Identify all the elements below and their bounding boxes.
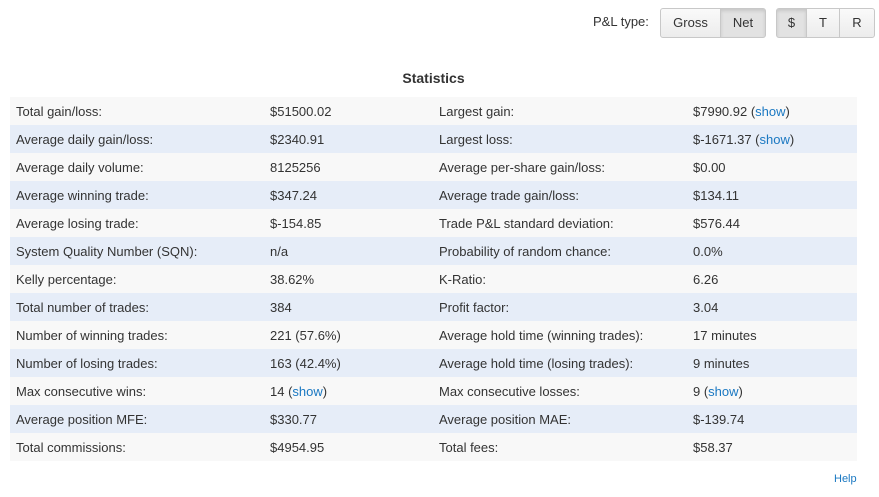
show-link[interactable]: show <box>708 383 739 399</box>
show-link[interactable]: show <box>755 103 786 119</box>
stat-value: 384 <box>270 299 292 315</box>
stat-label: Total gain/loss: <box>16 103 102 119</box>
stat-label: System Quality Number (SQN): <box>16 243 198 259</box>
stat-value: $7990.92 (show) <box>687 97 857 125</box>
unit-button[interactable]: $ <box>776 8 807 38</box>
stat-value: $-139.74 <box>693 411 745 427</box>
title: Statistics <box>402 70 465 86</box>
pnl-type-label: P&L type: <box>593 14 649 29</box>
value-text: ) <box>738 383 743 399</box>
stat-label: Largest gain: <box>439 103 515 119</box>
value-text: $7990.92 ( <box>693 103 756 119</box>
value-text: ) <box>785 103 790 119</box>
unit-button[interactable]: R <box>839 8 875 38</box>
pnl-type-button[interactable]: Gross <box>660 8 721 38</box>
value-text: ) <box>322 383 328 399</box>
stat-value: 6.26 <box>693 271 719 287</box>
stat-label: Number of winning trades: <box>16 327 168 343</box>
stat-label: Total fees: <box>439 439 499 455</box>
stat-label: Average per-share gain/loss: <box>439 159 605 175</box>
stat-row: Number of winning trades: 221 (57.6%) Aver… <box>10 321 857 349</box>
stat-value: $576.44 <box>693 215 740 231</box>
value-text: 14 ( <box>270 383 293 399</box>
stat-label: Probability of random chance: <box>439 243 611 259</box>
stat-value: 8125256 <box>270 159 321 175</box>
stat-label: Profit factor: <box>439 299 510 315</box>
value-text: $-1671.37 ( <box>693 131 760 147</box>
pnl-type-button[interactable]: Net <box>720 8 766 38</box>
stat-value: 17 minutes <box>693 327 757 343</box>
stat-label: Max consecutive wins: <box>16 383 147 399</box>
stat-label: Average daily gain/loss: <box>16 131 154 147</box>
unit-group: $ T R <box>776 8 875 38</box>
stat-label: Total commissions: <box>16 439 126 455</box>
stat-label: Total number of trades: <box>16 299 149 315</box>
stat-row: Total gain/loss: $51500.02 Largest gain: $7… <box>10 97 857 125</box>
stat-label: Average daily volume: <box>16 159 144 175</box>
stat-value: $51500.02 <box>270 103 332 119</box>
stat-value: n/a <box>270 243 289 259</box>
stat-label: Average hold time (losing trades): <box>439 355 634 371</box>
unit-button[interactable]: T <box>806 8 840 38</box>
stat-value: $58.37 <box>693 439 733 455</box>
stat-label: Max consecutive losses: <box>439 383 580 399</box>
stat-label: Number of losing trades: <box>16 355 158 371</box>
stat-value: 0.0% <box>693 243 723 259</box>
stat-label: K-Ratio: <box>439 271 486 287</box>
stat-value: 221 (57.6%) <box>270 327 341 343</box>
stat-label: Average trade gain/loss: <box>439 187 579 203</box>
statistics-table: Total gain/loss: $51500.02 Largest gain: $7… <box>10 97 857 461</box>
value-text: ) <box>789 131 795 147</box>
stat-row: Number of losing trades: 163 (42.4%) Avera… <box>10 349 857 377</box>
stat-row: Max consecutive wins: 14 (show) Max consec… <box>10 377 857 405</box>
stat-label: Average position MAE: <box>439 411 571 427</box>
stat-label: Average hold time (winning trades): <box>439 327 644 343</box>
stat-value: $-1671.37 (show) <box>687 125 857 153</box>
stat-value: $2340.91 <box>270 131 325 147</box>
stat-row: Average losing trade: $-154.85 Trade P&L s… <box>10 209 857 237</box>
help-link[interactable]: Help <box>834 473 857 485</box>
stat-value: 3.04 <box>693 299 719 315</box>
stat-value: $0.00 <box>693 159 726 175</box>
stat-row: Total commissions: $4954.95 Total fees: $58… <box>10 433 857 461</box>
stat-row: System Quality Number (SQN): n/a Probabili… <box>10 237 857 265</box>
stat-label: Average position MFE: <box>16 411 148 427</box>
stat-value: 9 minutes <box>693 355 750 371</box>
stat-row: Average daily gain/loss: $2340.91 Largest … <box>10 125 857 153</box>
stat-value: $347.24 <box>270 187 317 203</box>
show-link[interactable]: show <box>292 383 323 399</box>
stat-row: Average winning trade: $347.24 Average tra… <box>10 181 857 209</box>
stat-label: Kelly percentage: <box>16 271 117 287</box>
stat-value: $-154.85 <box>270 215 322 231</box>
stat-label: Average winning trade: <box>16 187 149 203</box>
stat-value: 9 (show) <box>687 377 857 405</box>
stat-label: Largest loss: <box>439 131 513 147</box>
stat-value: $330.77 <box>270 411 317 427</box>
stat-label: Trade P&L standard deviation: <box>439 215 614 231</box>
stat-value: 163 (42.4%) <box>270 355 341 371</box>
stat-row: Total number of trades: 384 Profit factor:… <box>10 293 857 321</box>
show-link[interactable]: show <box>759 131 790 147</box>
stat-row: Kelly percentage: 38.62% K-Ratio: 6.26 <box>10 265 857 293</box>
stat-row: Average position MFE: $330.77 Average posi… <box>10 405 857 433</box>
stat-value: 38.62% <box>270 271 315 287</box>
stat-value: 14 (show) <box>264 377 433 405</box>
stat-row: Average daily volume: 8125256 Average per-… <box>10 153 857 181</box>
pnl-type-group: Gross Net <box>660 8 766 38</box>
value-text: 9 ( <box>693 383 709 399</box>
stat-value: $134.11 <box>693 187 740 203</box>
stat-label: Average losing trade: <box>16 215 139 231</box>
stat-value: $4954.95 <box>270 439 325 455</box>
